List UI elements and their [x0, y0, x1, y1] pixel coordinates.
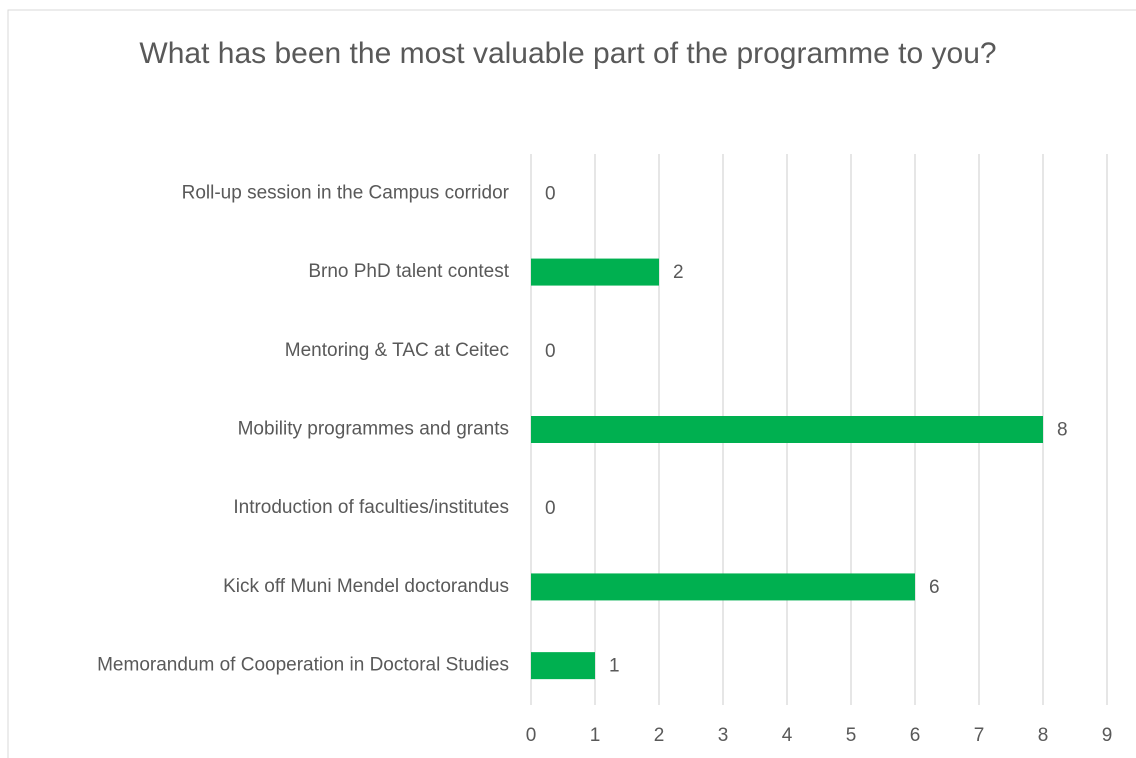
bar [531, 573, 915, 601]
data-label: 0 [545, 183, 556, 204]
x-tick-label: 4 [782, 725, 793, 746]
x-tick-label: 3 [718, 725, 729, 746]
y-tick-label: Roll-up session in the Campus corridor [182, 182, 510, 203]
bar [531, 652, 595, 680]
chart-title: What has been the most valuable part of … [139, 37, 997, 70]
x-tick-label: 2 [654, 725, 665, 746]
x-tick-label: 1 [590, 725, 601, 746]
y-tick-label: Kick off Muni Mendel doctorandus [223, 576, 509, 597]
x-tick-label: 6 [910, 725, 921, 746]
chart-frame [7, 9, 1136, 758]
data-label: 1 [609, 656, 620, 677]
y-tick-label: Mentoring & TAC at Ceitec [285, 340, 509, 361]
x-tick-label: 0 [526, 725, 537, 746]
y-tick-label: Brno PhD talent contest [308, 261, 509, 282]
data-label: 8 [1057, 420, 1068, 441]
y-tick-label: Mobility programmes and grants [238, 419, 509, 440]
x-tick-label: 9 [1102, 725, 1113, 746]
y-tick-label: Memorandum of Cooperation in Doctoral St… [97, 655, 509, 676]
x-tick-label: 7 [974, 725, 985, 746]
bar [531, 258, 659, 286]
y-tick-label: Introduction of faculties/institutes [233, 497, 509, 518]
x-tick-label: 8 [1038, 725, 1049, 746]
data-label: 0 [545, 341, 556, 362]
bar [531, 416, 1043, 443]
data-label: 0 [545, 498, 556, 519]
data-label: 2 [673, 262, 684, 283]
x-tick-label: 5 [846, 725, 857, 746]
data-label: 6 [929, 577, 940, 598]
